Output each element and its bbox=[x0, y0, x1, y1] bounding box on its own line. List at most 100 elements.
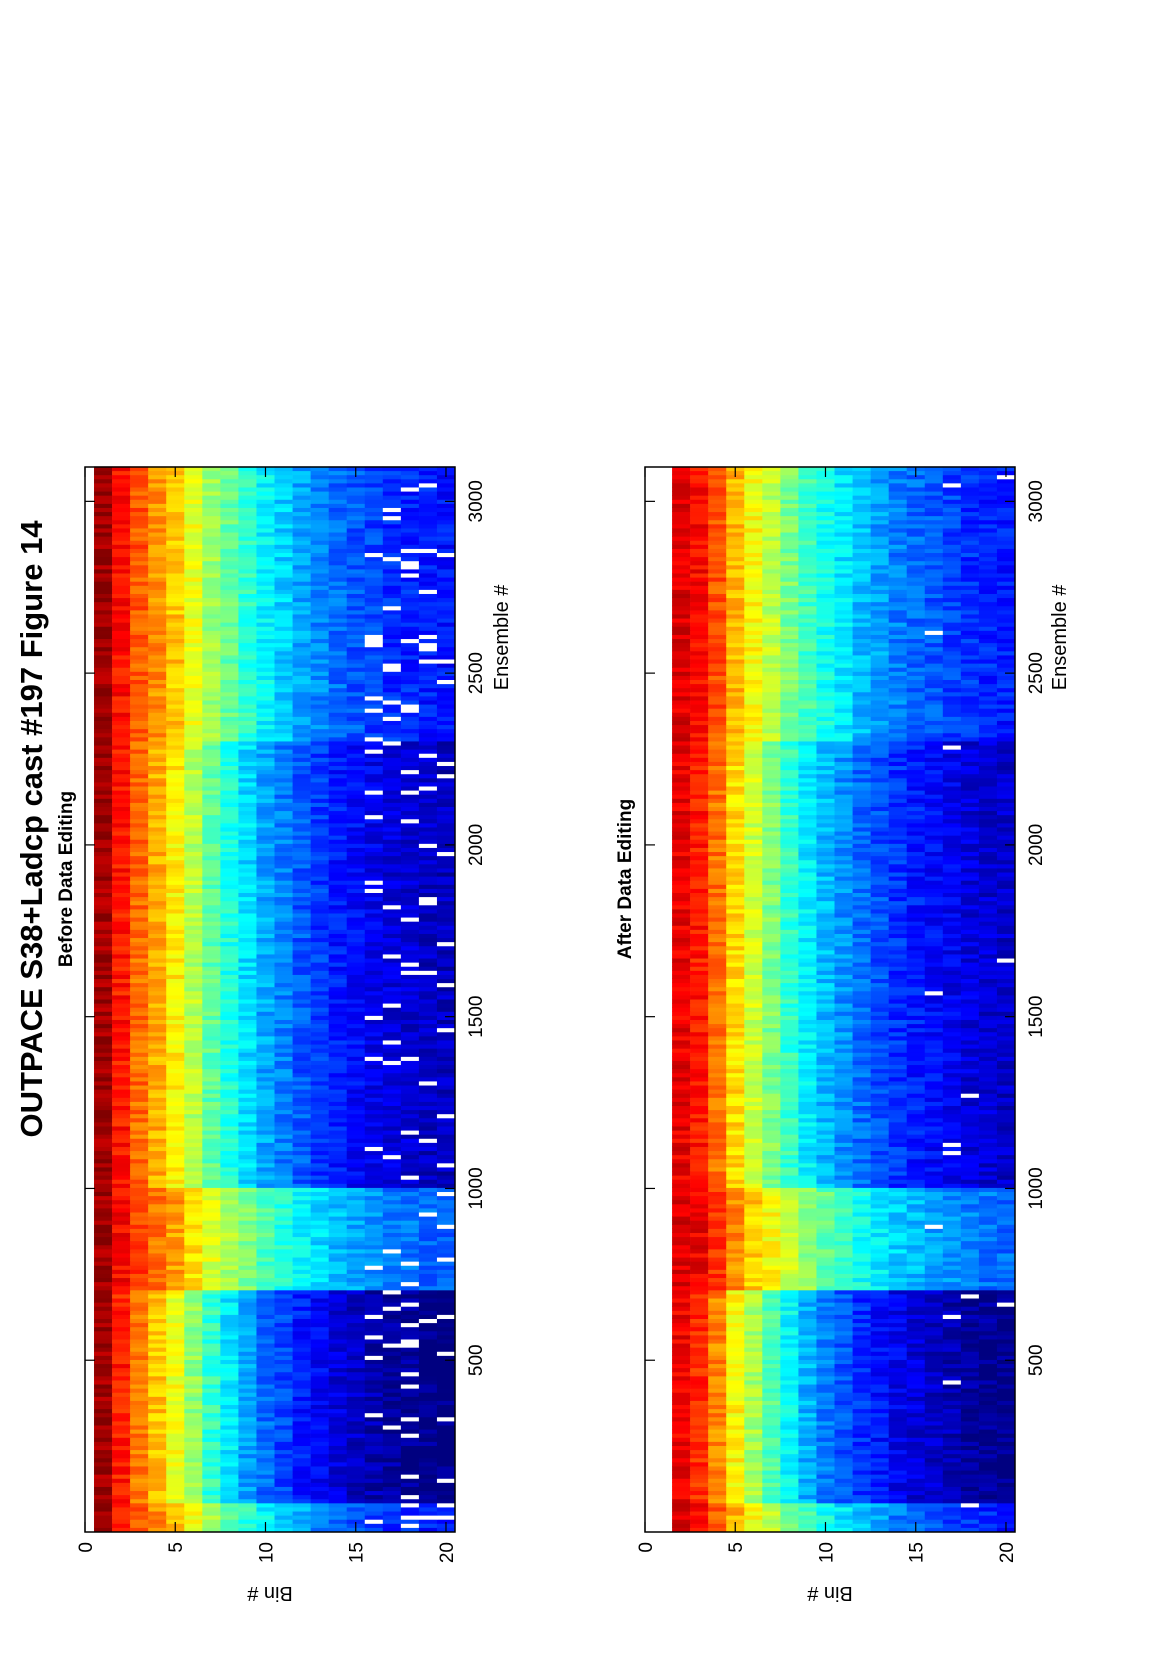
heatmap-cell bbox=[184, 1408, 203, 1414]
heatmap-cell bbox=[418, 703, 438, 709]
heatmap-cell bbox=[382, 1297, 402, 1303]
heatmap-cell bbox=[184, 892, 203, 898]
heatmap-cell bbox=[310, 1048, 329, 1053]
heatmap-cell bbox=[184, 990, 203, 996]
heatmap-cell bbox=[184, 769, 203, 775]
heatmap-cell bbox=[418, 1097, 438, 1102]
heatmap-cell bbox=[346, 1515, 366, 1520]
heatmap-cell bbox=[112, 1285, 131, 1291]
heatmap-cell bbox=[202, 978, 221, 984]
heatmap-cell bbox=[418, 1367, 438, 1373]
heatmap-cell bbox=[400, 675, 420, 680]
heatmap-cell bbox=[220, 1101, 239, 1106]
heatmap-cell bbox=[274, 740, 293, 746]
heatmap-cell bbox=[436, 1019, 456, 1025]
heatmap-cell bbox=[364, 843, 384, 848]
heatmap-cell bbox=[94, 1326, 113, 1332]
heatmap-cell bbox=[148, 1441, 167, 1446]
heatmap-cell bbox=[382, 818, 402, 824]
heatmap-cell bbox=[310, 1035, 329, 1041]
heatmap-cell bbox=[220, 892, 239, 898]
heatmap-cell bbox=[112, 1326, 131, 1332]
heatmap-cell bbox=[256, 1506, 275, 1512]
heatmap-cell bbox=[364, 1388, 384, 1393]
heatmap-cell bbox=[256, 884, 275, 889]
heatmap-cell bbox=[346, 1383, 366, 1389]
heatmap-cell bbox=[202, 839, 221, 844]
heatmap-cell bbox=[364, 974, 384, 980]
heatmap-cell bbox=[166, 1166, 185, 1172]
heatmap-cell bbox=[220, 732, 239, 738]
heatmap-cell bbox=[202, 1166, 221, 1172]
heatmap-cell bbox=[130, 1105, 149, 1111]
heatmap-cell bbox=[292, 843, 311, 848]
heatmap-cell bbox=[130, 626, 149, 631]
heatmap-cell bbox=[328, 531, 348, 537]
heatmap-cell bbox=[292, 757, 311, 762]
heatmap-cell bbox=[292, 1101, 311, 1106]
heatmap-cell bbox=[346, 720, 366, 726]
heatmap-cell bbox=[310, 769, 329, 775]
heatmap-cell bbox=[184, 638, 203, 644]
heatmap-cell bbox=[202, 1478, 221, 1483]
heatmap-cell bbox=[94, 626, 113, 631]
heatmap-cell bbox=[148, 1383, 167, 1389]
heatmap-cell bbox=[130, 1129, 149, 1135]
heatmap-cell bbox=[256, 1502, 275, 1508]
heatmap-cell bbox=[112, 744, 131, 750]
heatmap-cell bbox=[238, 1359, 257, 1365]
heatmap-cell bbox=[274, 822, 293, 828]
heatmap-cell bbox=[382, 1412, 402, 1418]
heatmap-cell bbox=[364, 601, 384, 607]
heatmap-cell bbox=[220, 531, 239, 537]
heatmap-cell bbox=[112, 1433, 131, 1438]
heatmap-cell bbox=[184, 1011, 203, 1016]
heatmap-cell bbox=[436, 1089, 456, 1094]
heatmap-cell bbox=[436, 732, 456, 738]
heatmap-cell bbox=[166, 1175, 185, 1180]
heatmap-cell bbox=[346, 675, 366, 680]
heatmap-cell bbox=[256, 605, 275, 611]
heatmap-cell bbox=[382, 576, 402, 582]
heatmap-cell bbox=[364, 1076, 384, 1082]
heatmap-cell bbox=[130, 1015, 149, 1020]
heatmap-cell bbox=[292, 1232, 311, 1238]
heatmap-cell bbox=[328, 1228, 348, 1233]
heatmap-cell bbox=[130, 1256, 149, 1262]
heatmap-cell bbox=[292, 1457, 311, 1463]
heatmap-cell bbox=[436, 1306, 456, 1311]
heatmap-cell bbox=[292, 753, 311, 758]
heatmap-cell bbox=[256, 1310, 275, 1315]
heatmap-cell bbox=[256, 818, 275, 824]
heatmap-cell bbox=[130, 1449, 149, 1455]
heatmap-cell bbox=[436, 962, 456, 967]
heatmap-cell bbox=[274, 1125, 293, 1131]
heatmap-cell bbox=[346, 1449, 366, 1455]
heatmap-cell bbox=[382, 1224, 402, 1229]
heatmap-cell bbox=[382, 1175, 402, 1180]
heatmap-cell bbox=[436, 1105, 456, 1111]
heatmap-cell bbox=[220, 593, 239, 599]
heatmap-cell bbox=[328, 1113, 348, 1119]
heatmap-cell bbox=[220, 814, 239, 820]
heatmap-cell bbox=[382, 1527, 402, 1532]
heatmap-cell bbox=[130, 1158, 149, 1164]
heatmap-cell bbox=[346, 1510, 366, 1516]
heatmap-cell bbox=[346, 1293, 366, 1299]
heatmap-cell bbox=[112, 556, 131, 562]
heatmap-cell bbox=[166, 1019, 185, 1025]
heatmap-cell bbox=[418, 740, 438, 746]
heatmap-cell bbox=[220, 777, 239, 783]
heatmap-cell bbox=[238, 990, 257, 996]
heatmap-cell bbox=[328, 736, 348, 742]
heatmap-cell bbox=[220, 769, 239, 775]
heatmap-cell bbox=[328, 1236, 348, 1242]
heatmap-cell bbox=[130, 1498, 149, 1504]
heatmap-cell bbox=[274, 970, 293, 975]
heatmap-cell bbox=[292, 724, 311, 730]
heatmap-cell bbox=[130, 548, 149, 554]
heatmap-cells bbox=[85, 466, 456, 1532]
heatmap-cell bbox=[400, 1310, 420, 1315]
heatmap-cell bbox=[292, 1424, 311, 1430]
heatmap-cell bbox=[202, 622, 221, 627]
